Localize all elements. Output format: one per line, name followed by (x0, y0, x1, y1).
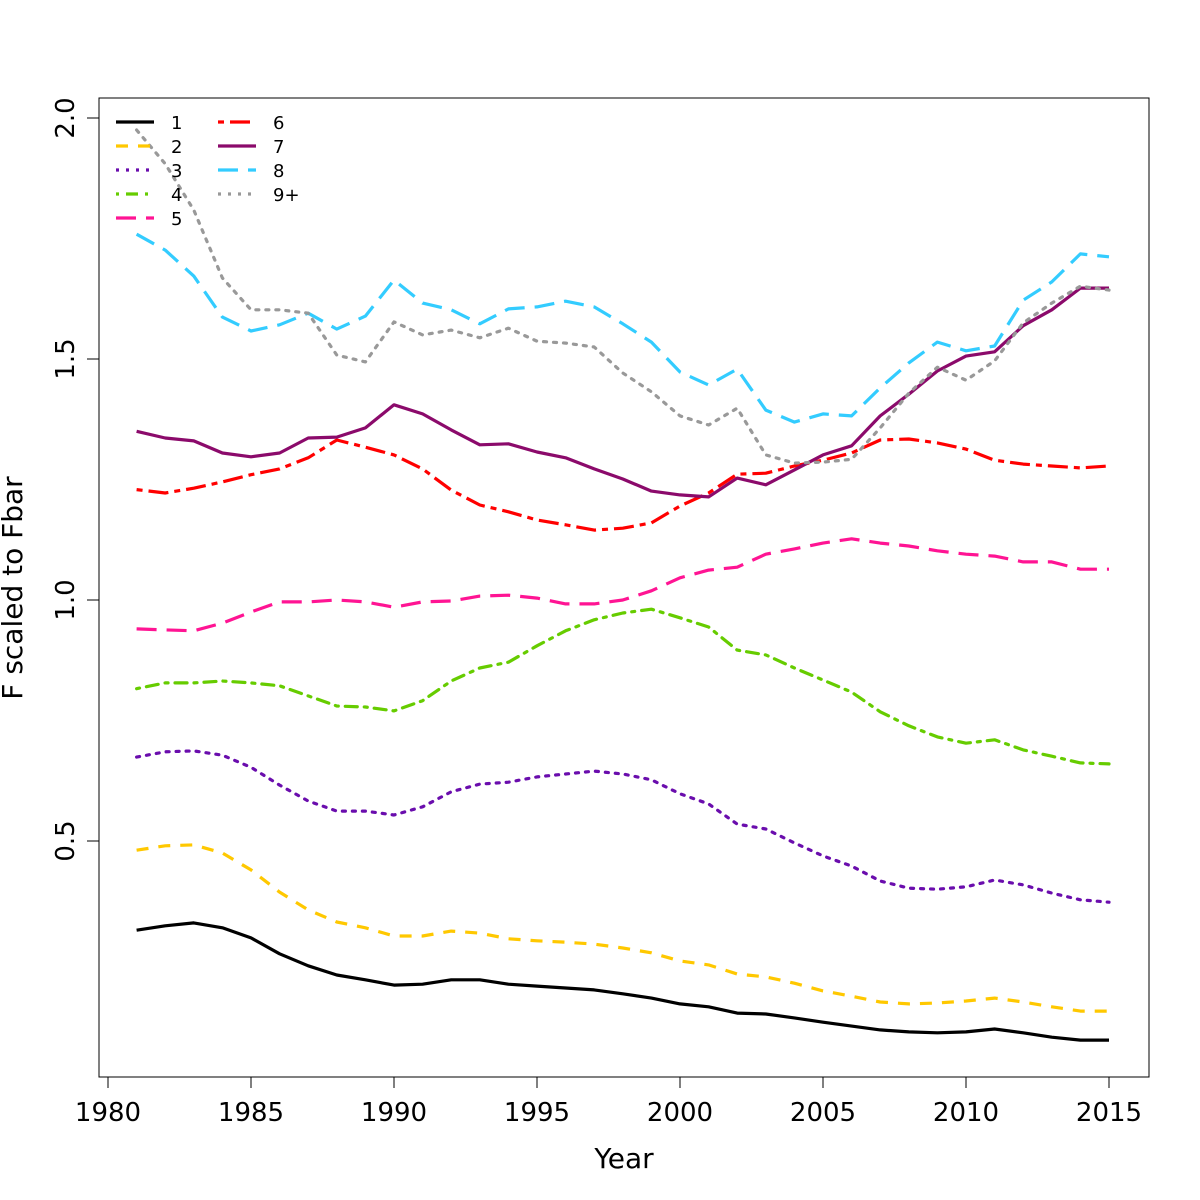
series-line-3 (135, 749, 1111, 904)
legend-label: 6 (273, 113, 284, 134)
legend-item: 2 (116, 137, 182, 158)
x-tick-label: 2010 (933, 1098, 999, 1128)
plot-area-frame (98, 97, 1150, 1078)
legend-label: 4 (171, 185, 182, 206)
legend-item: 1 (116, 113, 182, 134)
x-tick-label: 2015 (1076, 1098, 1142, 1128)
legend-label: 3 (171, 161, 182, 182)
series-line-9plus (135, 128, 1111, 465)
x-tick-label: 1995 (504, 1098, 570, 1128)
series-line-1 (136, 921, 1109, 1042)
series-line-5 (136, 537, 1109, 633)
legend-item: 8 (218, 161, 284, 182)
legend-label: 9+ (273, 185, 300, 206)
legend-label: 2 (171, 137, 182, 158)
x-tick-label: 2005 (790, 1098, 856, 1128)
legend-item: 6 (218, 113, 284, 134)
x-tick-label: 2000 (647, 1098, 713, 1128)
y-axis: 0.5 1.0 1.5 2.0 (51, 97, 100, 862)
legend-item: 3 (116, 161, 182, 182)
legend: 1 2 3 4 5 6 7 8 9+ (116, 113, 300, 230)
y-tick-label: 2.0 (51, 97, 81, 138)
series-line-7 (136, 286, 1109, 499)
y-tick-label: 0.5 (51, 820, 81, 861)
series-line-4 (135, 607, 1111, 766)
x-tick-label: 1980 (75, 1098, 141, 1128)
y-tick-label: 1.0 (51, 579, 81, 620)
x-axis-title: Year (593, 1142, 654, 1175)
legend-label: 7 (273, 137, 284, 158)
series-line-6 (136, 437, 1110, 532)
series-layer (135, 128, 1111, 1042)
x-tick-label: 1985 (218, 1098, 284, 1128)
legend-item: 7 (218, 137, 284, 158)
legend-label: 1 (171, 113, 182, 134)
x-tick-label: 1990 (361, 1098, 427, 1128)
legend-item: 9+ (218, 185, 300, 206)
x-axis: 1980 1985 1990 1995 2000 2005 2010 2015 (75, 1076, 1142, 1128)
series-line-2 (136, 843, 1109, 1013)
series-line-8 (135, 232, 1110, 424)
legend-label: 5 (171, 209, 182, 230)
legend-item: 4 (116, 185, 182, 206)
legend-item: 5 (116, 209, 182, 230)
legend-label: 8 (273, 161, 284, 182)
y-axis-title: F scaled to Fbar (0, 476, 29, 700)
y-tick-label: 1.5 (51, 338, 81, 379)
